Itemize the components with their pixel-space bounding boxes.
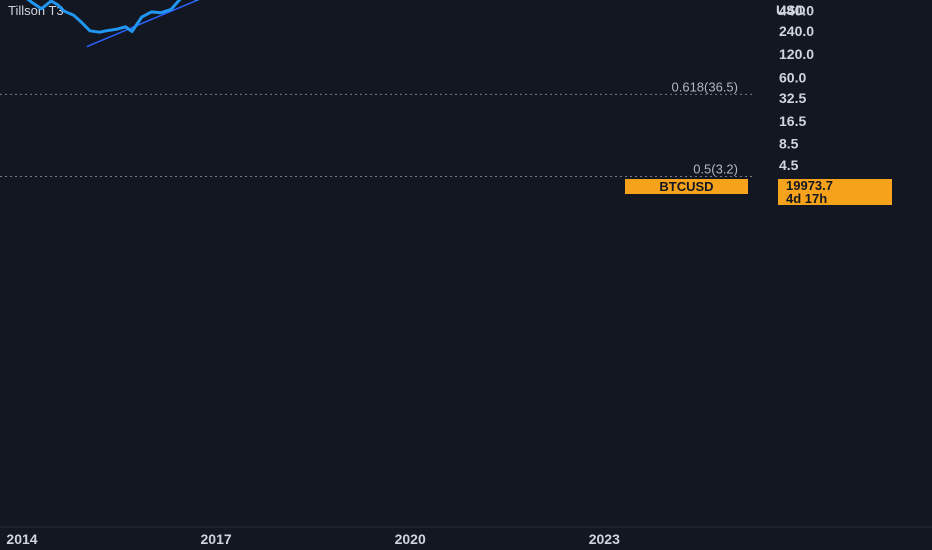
price-point-17 [124, 25, 127, 29]
fib-label-3: 0.5(3.2) [693, 161, 738, 176]
price-point-6 [30, 0, 33, 4]
y-tick-label-12: 440.0 [779, 2, 814, 18]
price-point-15 [104, 29, 108, 32]
bar-countdown: 4d 17h [786, 191, 828, 206]
x-tick-label-0: 2014 [6, 531, 37, 547]
price-point-19 [140, 15, 143, 19]
last-price-value: 19973.7 [786, 178, 833, 193]
y-tick-label-18: 8.5 [779, 136, 799, 152]
price-point-10 [62, 9, 66, 13]
y-tick-label-13: 240.0 [779, 23, 814, 39]
last-price-tag: 19973.7 4d 17h [778, 179, 892, 205]
x-axis-background [0, 527, 932, 550]
y-tick-label-15: 60.0 [779, 70, 806, 86]
price-point-21 [159, 11, 163, 14]
price-point-8 [49, 0, 53, 3]
trend-lines[interactable] [0, 0, 656, 48]
price-point-22 [169, 8, 173, 11]
trend-line-solid[interactable] [86, 0, 656, 48]
btc-price-line [26, 0, 199, 34]
x-tick-label-2: 2020 [395, 531, 426, 547]
price-point-14 [98, 31, 101, 34]
price-point-7 [40, 7, 43, 11]
fib-levels: 1(100000.0)0.786(1185.8)0.618(36.5)0.5(3… [0, 79, 752, 177]
price-point-11 [72, 14, 75, 17]
y-tick-label-17: 16.5 [779, 113, 806, 129]
x-tick-label-1: 2017 [201, 531, 232, 547]
x-tick-label-3: 2023 [589, 531, 620, 547]
y-axis[interactable]: USD1100000.0600000.0320000.0160000.08000… [756, 0, 932, 550]
price-point-13 [88, 29, 92, 32]
y-axis-background [756, 0, 932, 550]
x-axis[interactable]: 2014 2017 2020 2023 [0, 526, 932, 550]
y-tick-label-14: 120.0 [779, 46, 814, 62]
y-tick-label-19: 4.5 [779, 157, 799, 173]
price-point-18 [130, 30, 134, 33]
fib-label-2: 0.618(36.5) [672, 79, 739, 94]
indicator-label: Tillson T3 [8, 3, 64, 18]
y-axis-unit: USD [776, 2, 806, 18]
price-series [26, 0, 199, 34]
symbol-tag: BTCUSD [625, 179, 748, 194]
price-point-20 [150, 10, 153, 14]
price-point-16 [114, 28, 118, 31]
price-point-12 [79, 19, 82, 23]
y-tick-label-16: 32.5 [779, 90, 806, 106]
price-point-9 [56, 3, 59, 6]
